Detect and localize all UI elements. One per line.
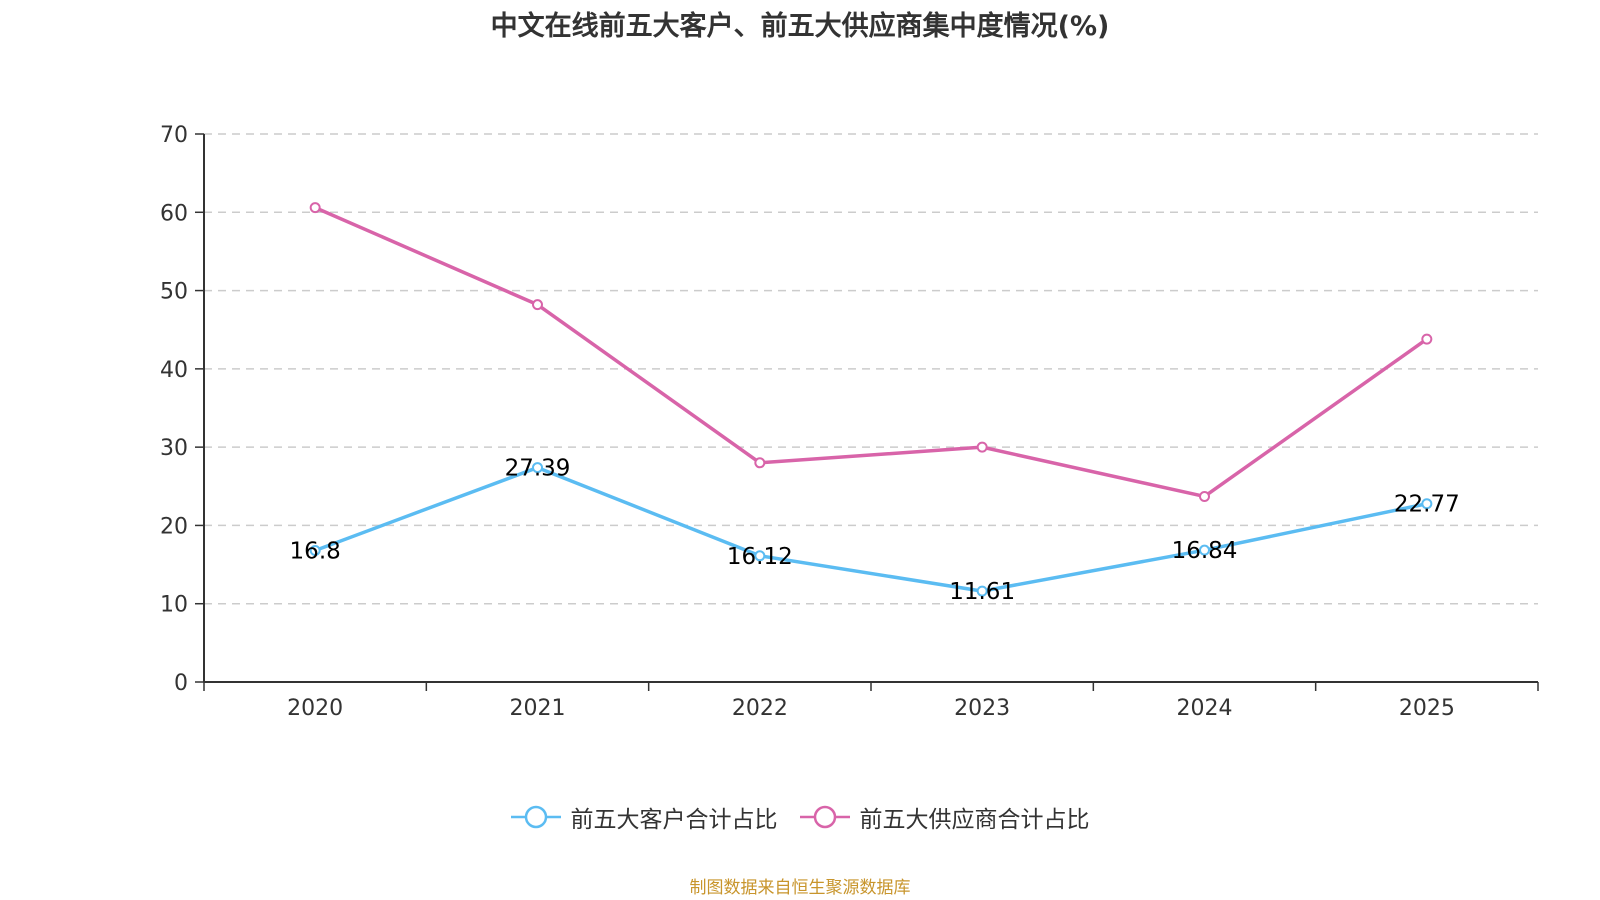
- x-tick-label: 2024: [1177, 696, 1233, 721]
- data-label: 16.8: [290, 538, 341, 564]
- data-point: [1199, 544, 1210, 556]
- y-tick-label: 40: [160, 358, 188, 383]
- x-tick-label: 2022: [732, 696, 788, 721]
- legend-circle-icon: [510, 805, 561, 829]
- data-labels: 16.8 27.39 16.12 11.61 16.84 22.77: [290, 456, 1460, 606]
- legend-label: 前五大客户合计占比: [570, 807, 778, 833]
- legend-item-suppliers[interactable]: 前五大供应商合计占比: [799, 800, 1090, 834]
- x-tick-label: 2020: [287, 696, 343, 721]
- legend-circle-icon: [799, 805, 850, 829]
- y-tick-label: 70: [160, 123, 188, 148]
- y-tick-label: 0: [174, 671, 188, 696]
- data-point: [309, 202, 321, 214]
- line-chart: 0 10 20 30 40 50 60 70 2020 2021 2022 2023 2024 2025…: [160, 123, 1539, 721]
- series-line-customers: [314, 465, 1428, 593]
- series-points: [309, 202, 1433, 597]
- data-label: 16.12: [727, 544, 793, 570]
- data-label: 27.39: [505, 456, 571, 482]
- x-tick-label: 2025: [1399, 696, 1455, 721]
- data-point: [1199, 490, 1210, 502]
- y-tick-label: 50: [160, 280, 188, 305]
- data-point: [532, 462, 543, 474]
- data-point: [754, 457, 766, 469]
- data-label: 16.84: [1172, 538, 1238, 564]
- legend-label: 前五大供应商合计占比: [859, 807, 1090, 833]
- series-line-suppliers: [314, 205, 1428, 499]
- chart-title: 中文在线前五大客户、前五大供应商集中度情况(%): [490, 11, 1110, 42]
- x-tick-label: 2021: [510, 696, 566, 721]
- y-tick-label: 20: [160, 514, 188, 539]
- data-label: 22.77: [1394, 492, 1460, 518]
- data-point: [309, 544, 321, 556]
- data-point: [1421, 333, 1433, 345]
- legend: 前五大客户合计占比 前五大供应商合计占比: [0, 800, 1600, 834]
- y-axis-ticks: 0 10 20 30 40 50 60 70: [160, 123, 204, 696]
- legend-item-customers[interactable]: 前五大客户合计占比: [510, 800, 778, 834]
- y-tick-label: 30: [160, 436, 188, 461]
- x-tick-label: 2023: [954, 696, 1010, 721]
- data-source-note: 制图数据来自恒生聚源数据库: [689, 878, 911, 898]
- data-point: [754, 550, 766, 562]
- data-point: [976, 441, 988, 453]
- data-point: [976, 585, 988, 597]
- series-lines: [314, 205, 1428, 593]
- data-point: [532, 299, 543, 311]
- axes: [203, 134, 1538, 683]
- y-tick-label: 10: [160, 593, 188, 618]
- y-tick-label: 60: [160, 201, 188, 226]
- x-axis-ticks: 2020 2021 2022 2023 2024 2025: [203, 682, 1539, 721]
- data-point: [1421, 498, 1433, 510]
- gridlines: [204, 133, 1538, 605]
- data-label: 11.61: [949, 579, 1015, 605]
